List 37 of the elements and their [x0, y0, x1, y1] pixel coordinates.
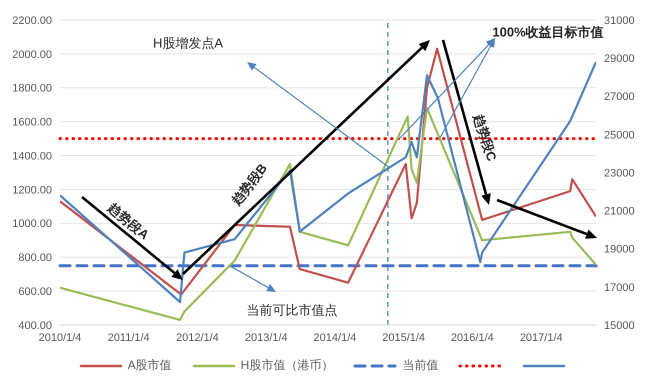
x-tick-label: 2011/1/4	[108, 332, 150, 344]
y2-tick-label: 31000	[604, 14, 635, 27]
line-series	[60, 107, 596, 322]
y-tick-label: 1800.00	[12, 82, 52, 95]
x-tick-label: 2012/1/4	[176, 332, 219, 344]
annotation: 100%收益目标市值	[492, 24, 604, 40]
y2-tick-label: 25000	[604, 129, 635, 142]
annotation: H股增发点A	[152, 35, 224, 50]
y-tick-label: 800.00	[18, 252, 52, 264]
y2-tick-label: 17000	[604, 282, 635, 294]
y-tick-label: 1400.00	[12, 150, 52, 162]
y-tick-label: 2000.00	[12, 48, 52, 61]
y-tick-label: 1000.00	[12, 218, 52, 230]
x-tick-label: 2017/1/4	[520, 332, 563, 344]
y2-tick-label: 19000	[604, 244, 635, 256]
annotation: 当前可比市值点	[246, 302, 338, 318]
x-tick-label: 2013/1/4	[244, 332, 288, 344]
x-tick-label: 2015/1/4	[382, 332, 426, 344]
y2-tick-label: 27000	[604, 91, 635, 104]
legend-label: H股市值（港币）	[240, 357, 334, 374]
y2-tick-label: 15000	[604, 320, 635, 332]
y-tick-label: 1600.00	[12, 116, 52, 129]
y-tick-label: 400.00	[18, 320, 52, 332]
y-tick-label: 2200.00	[12, 14, 52, 27]
annotation: 趋势段A	[104, 199, 153, 243]
y2-tick-label: 21000	[604, 206, 635, 218]
y-tick-label: 1200.00	[12, 184, 52, 196]
legend-label: 当前值	[402, 357, 438, 374]
y-tick-label: 600.00	[18, 286, 52, 298]
x-tick-label: 2014/1/4	[314, 332, 356, 344]
legend-label: A股市值	[128, 357, 172, 374]
annotation: 趋势段B	[228, 160, 270, 209]
x-tick-label: 2010/1/4	[38, 332, 82, 344]
x-tick-label: 2016/1/4	[450, 332, 494, 344]
annotation: 趋势段C	[470, 111, 500, 164]
y2-tick-label: 23000	[604, 167, 635, 180]
y2-tick-label: 29000	[604, 53, 635, 66]
